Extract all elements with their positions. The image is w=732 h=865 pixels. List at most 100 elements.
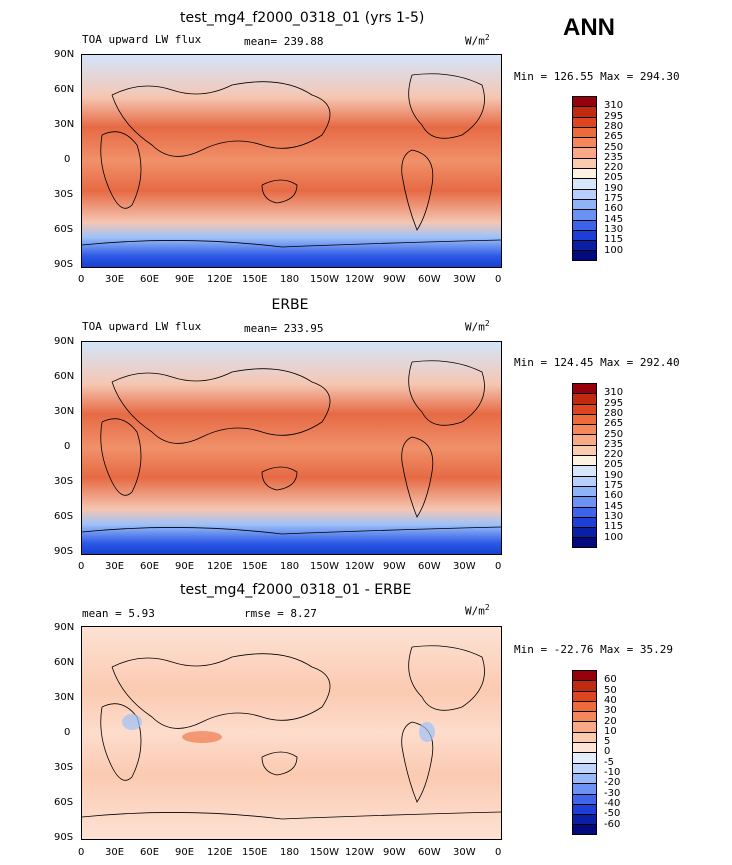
colorbar-swatch [572, 537, 597, 548]
colorbar-swatch [572, 516, 597, 528]
map-plot [81, 626, 502, 840]
colorbar-swatch [572, 178, 597, 189]
colorbar-swatch [572, 814, 597, 825]
colorbar [572, 96, 597, 261]
lon-tick: 0 [78, 561, 85, 572]
colorbar-swatch [572, 465, 597, 476]
lon-tick: 120E [207, 561, 233, 572]
colorbar-swatch [572, 219, 597, 230]
lat-tick: 30S [54, 762, 74, 773]
lon-tick: 30W [453, 274, 476, 285]
colorbar-swatch [572, 527, 597, 538]
colorbar-swatch [572, 690, 597, 701]
coastline-overlay [82, 73, 501, 248]
colorbar-swatch [572, 742, 597, 753]
colorbar-label: 310 [604, 100, 624, 112]
lon-tick: 90W [383, 847, 406, 858]
colorbar-label: 20 [604, 715, 617, 727]
colorbar-label: -5 [604, 756, 614, 768]
colorbar-label: -20 [604, 777, 621, 789]
coastline-overlay [82, 360, 501, 535]
colorbar-swatch [572, 424, 597, 435]
lat-tick: 90N [54, 49, 75, 60]
lat-tick: 90S [54, 832, 74, 843]
colorbar-swatch [572, 506, 597, 517]
lon-tick: 150W [310, 274, 339, 285]
colorbar-label: 175 [604, 193, 624, 204]
colorbar-swatch [572, 475, 597, 486]
lat-tick: 30S [54, 189, 74, 200]
colorbar-label: 220 [604, 449, 624, 461]
colorbar-swatch [572, 455, 597, 466]
lon-tick: 90E [175, 274, 195, 285]
colorbar-label: 145 [604, 213, 624, 225]
colorbar-label: 145 [604, 500, 624, 512]
colorbar-label: 10 [604, 725, 617, 737]
colorbar-label: 250 [604, 141, 624, 153]
lon-tick: 150E [242, 561, 268, 572]
colorbar-swatch [572, 772, 597, 784]
season-label: ANN [563, 14, 615, 41]
colorbar-swatch [572, 670, 597, 681]
lat-tick: 30N [54, 692, 75, 703]
colorbar-label: 5 [604, 736, 611, 748]
colorbar-swatch [572, 700, 597, 712]
lon-tick: 150E [242, 847, 268, 858]
lon-tick: 60W [418, 847, 441, 858]
colorbar-label: 310 [604, 387, 624, 399]
units-label: W/m2 [465, 33, 490, 48]
colorbar-label: 115 [604, 521, 624, 533]
colorbar-swatch [572, 731, 597, 743]
lon-tick: 180 [280, 847, 300, 858]
variable-label: TOA upward LW flux [82, 33, 202, 46]
colorbar-label: 40 [604, 694, 617, 706]
colorbar-swatch [572, 803, 597, 815]
min-max-label: Min = -22.76 Max = 35.29 [514, 643, 673, 656]
lon-tick: 150E [242, 274, 268, 285]
lon-tick: 90W [383, 561, 406, 572]
lon-tick: 0 [495, 274, 502, 285]
colorbar-label: 30 [604, 705, 617, 717]
lon-tick: 90W [383, 274, 406, 285]
colorbar-label: 250 [604, 428, 624, 440]
panel-title: test_mg4_f2000_0318_01 - ERBE [180, 582, 412, 598]
colorbar-label: -10 [604, 767, 621, 778]
colorbar-swatch [572, 147, 597, 158]
colorbar-swatch [572, 434, 597, 445]
colorbar [572, 670, 597, 835]
lat-tick: 30N [54, 406, 75, 417]
colorbar-label: 100 [604, 244, 624, 256]
colorbar-swatch [572, 752, 597, 763]
colorbar-label: 100 [604, 531, 624, 543]
colorbar-swatch [572, 496, 597, 507]
colorbar-swatch [572, 198, 597, 210]
lon-tick: 120E [207, 274, 233, 285]
colorbar [572, 383, 597, 548]
lon-tick: 180 [280, 274, 300, 285]
colorbar-swatch [572, 711, 597, 722]
colorbar-label: 190 [604, 469, 624, 481]
lon-tick: 0 [78, 274, 85, 285]
units-label: W/m2 [465, 319, 490, 334]
colorbar-swatch [572, 783, 597, 794]
colorbar-swatch [572, 96, 597, 107]
colorbar-label: 265 [604, 418, 624, 430]
min-max-label: Min = 126.55 Max = 294.30 [514, 70, 680, 83]
lat-tick: 60S [54, 224, 74, 235]
lat-tick: 0 [64, 727, 71, 738]
lon-tick: 0 [78, 847, 85, 858]
colorbar-label: 220 [604, 162, 624, 174]
colorbar-label: 205 [604, 172, 624, 184]
lon-tick: 60W [418, 561, 441, 572]
colorbar-label: 60 [604, 674, 617, 686]
lat-tick: 0 [64, 154, 71, 165]
lon-tick: 120W [345, 561, 374, 572]
colorbar-swatch [572, 383, 597, 394]
colorbar-label: -60 [604, 818, 621, 830]
panel-title: ERBE [271, 297, 309, 313]
colorbar-swatch [572, 762, 597, 773]
colorbar-swatch [572, 444, 597, 456]
mean-label: mean= 239.88 [244, 35, 324, 48]
colorbar-swatch [572, 240, 597, 251]
colorbar-swatch [572, 680, 597, 691]
